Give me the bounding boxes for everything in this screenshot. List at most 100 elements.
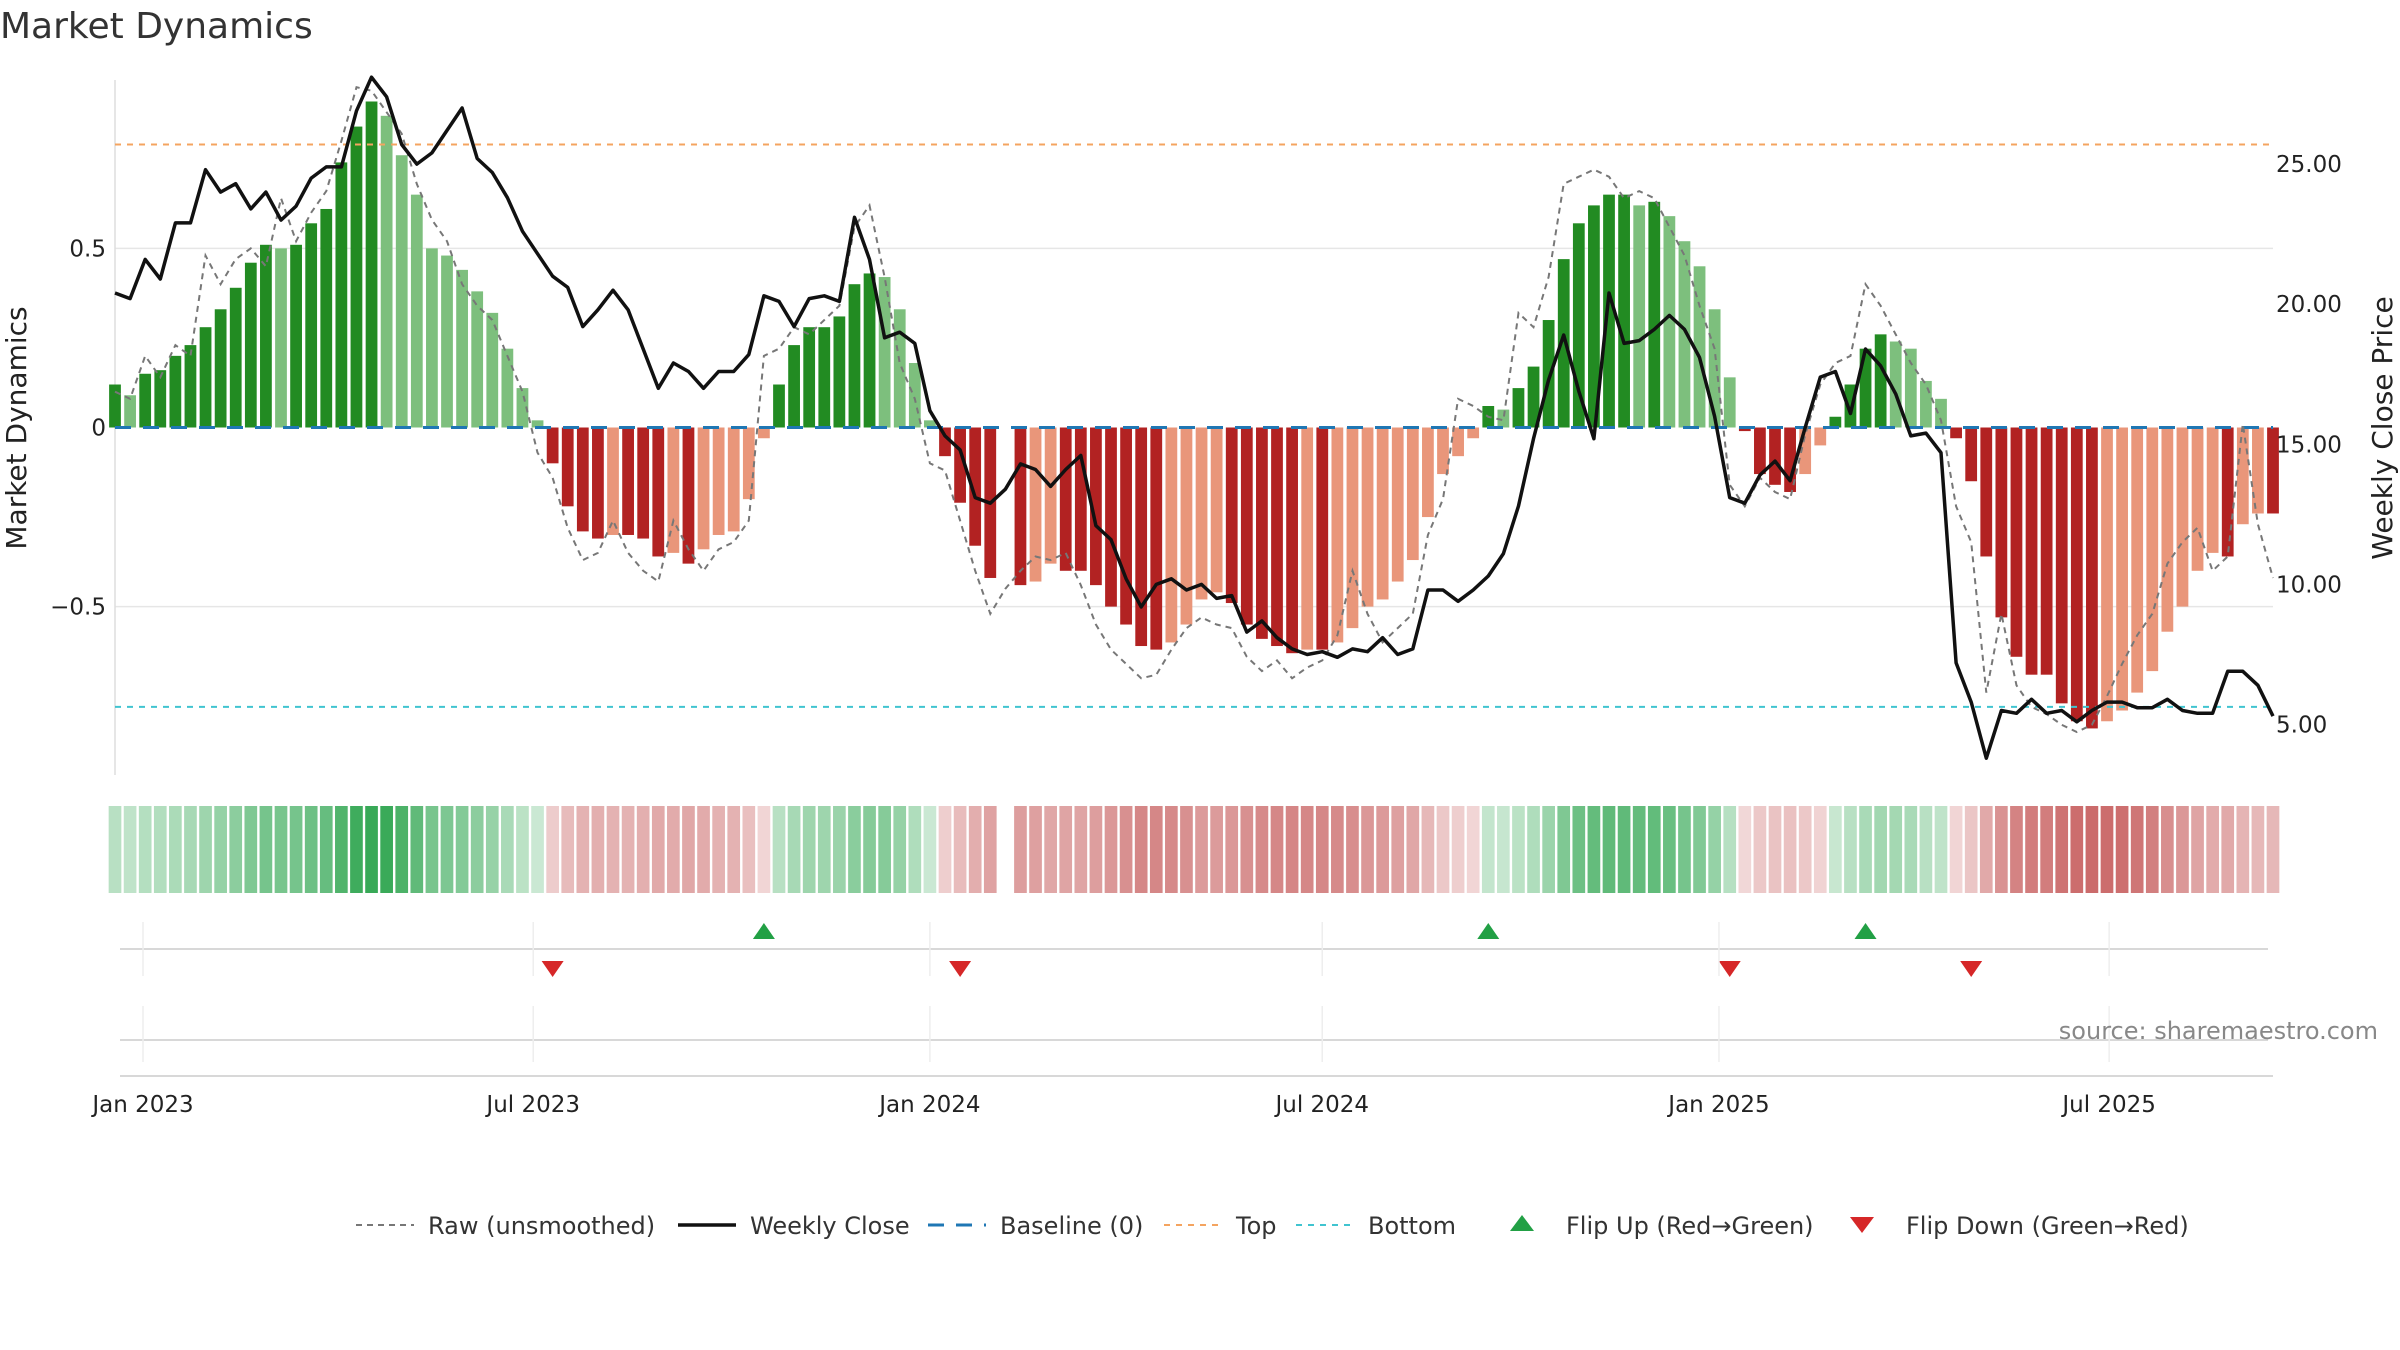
dynamics-bar — [1678, 241, 1691, 428]
regime-cell — [440, 806, 454, 893]
regime-cell — [1753, 806, 1767, 893]
regime-cell — [1134, 806, 1148, 893]
regime-cell — [335, 806, 348, 893]
dynamics-bar — [395, 155, 408, 428]
regime-cell — [546, 806, 559, 893]
dynamics-bar — [878, 277, 891, 428]
dynamics-bar — [410, 194, 423, 428]
dynamics-bar — [516, 388, 529, 428]
regime-cell — [1255, 806, 1269, 893]
dynamics-bar — [2055, 427, 2068, 704]
regime-cell — [214, 806, 227, 893]
regime-cell — [712, 806, 725, 893]
regime-cell — [2161, 806, 2174, 893]
dynamics-bar — [1572, 223, 1585, 428]
regime-cell — [455, 806, 469, 893]
dynamics-bar — [848, 284, 861, 428]
source-note: source: sharemaestro.com — [2059, 1017, 2378, 1045]
right-tick-label: 25.00 — [2276, 152, 2342, 178]
dynamics-bar — [1029, 427, 1042, 582]
regime-cell — [501, 806, 514, 893]
regime-cell — [410, 806, 424, 893]
dynamics-bar — [607, 427, 619, 535]
dynamics-bar — [622, 427, 634, 535]
dynamics-bar — [1497, 409, 1510, 428]
dynamics-bar — [1135, 427, 1148, 647]
regime-cell — [1934, 806, 1948, 893]
dynamics-bar — [169, 355, 182, 428]
regime-cell — [1436, 806, 1450, 893]
regime-cell — [983, 806, 997, 893]
left-tick-label: −0.5 — [50, 595, 106, 621]
regime-cell — [1481, 806, 1495, 893]
dynamics-bar — [954, 427, 966, 503]
dynamics-bar — [652, 427, 665, 557]
regime-cell — [2221, 806, 2235, 893]
regime-cell — [1542, 806, 1555, 893]
regime-cell — [2085, 806, 2099, 893]
regime-cell — [1044, 806, 1057, 893]
legend-label: Flip Down (Green→Red) — [1906, 1212, 2189, 1240]
dynamics-bar — [2161, 427, 2174, 632]
regime-cell — [1346, 806, 1359, 893]
dynamics-bar — [1271, 427, 1283, 647]
dynamics-bar — [184, 345, 197, 428]
dynamics-bar — [1452, 427, 1464, 457]
regime-cell — [1119, 806, 1133, 893]
left-axis-label: Market Dynamics — [0, 306, 33, 549]
regime-cell — [2055, 806, 2069, 893]
regime-cell — [863, 806, 876, 893]
dynamics-bar — [426, 248, 438, 428]
regime-cell — [742, 806, 756, 893]
dynamics-bar — [1980, 427, 1993, 557]
dynamics-bar — [667, 427, 680, 553]
dynamics-bar — [908, 363, 921, 428]
regime-cell — [1270, 806, 1284, 893]
dynamics-bar — [350, 126, 363, 428]
regime-cell — [1421, 806, 1435, 893]
regime-cell — [319, 806, 333, 893]
regime-cell — [229, 806, 243, 893]
dynamics-bar — [1437, 427, 1449, 475]
legend-label: Top — [1235, 1212, 1277, 1240]
regime-cell — [1029, 806, 1042, 893]
regime-cell — [591, 806, 605, 893]
dynamics-bar — [1904, 348, 1917, 428]
dynamics-bar — [1286, 427, 1298, 654]
raw-unsmoothed-line — [114, 86, 2274, 734]
regime-cell — [1391, 806, 1405, 893]
legend-item-bottom: Bottom — [1296, 1212, 1456, 1240]
regime-cell — [606, 806, 620, 893]
regime-cell — [138, 806, 152, 893]
left-axis: 0.5 0 −0.5 — [50, 236, 106, 620]
regime-cell — [1497, 806, 1510, 893]
dynamics-bar — [969, 427, 982, 546]
right-tick-label: 10.00 — [2276, 572, 2342, 598]
flip-down-marker — [1718, 961, 1741, 977]
regime-cell — [787, 806, 801, 893]
dynamics-bar — [2176, 427, 2189, 607]
dynamics-bars — [109, 101, 2279, 729]
regime-cell — [304, 806, 318, 893]
regime-cell — [636, 806, 650, 893]
dynamics-bar — [1618, 194, 1630, 428]
regime-cell — [1813, 806, 1827, 893]
dynamics-bar — [1738, 427, 1751, 432]
dynamics-bar — [1391, 427, 1404, 582]
regime-cell — [1829, 806, 1842, 893]
dynamics-bar — [803, 327, 816, 428]
regime-cell — [1195, 806, 1208, 893]
dynamics-bar — [456, 269, 468, 428]
dynamics-bar — [501, 348, 514, 428]
regime-cell — [1587, 806, 1601, 893]
dynamics-bar — [1150, 427, 1163, 650]
right-axis-label: Weekly Close Price — [2366, 296, 2399, 559]
legend: Raw (unsmoothed) Weekly Close Baseline (0)… — [356, 1212, 2189, 1240]
dynamics-bar — [244, 262, 257, 428]
regime-cell — [1738, 806, 1752, 893]
regime-cell — [123, 806, 137, 893]
regime-cell — [878, 806, 891, 893]
regime-cell — [1919, 806, 1933, 893]
regime-cell — [651, 806, 665, 893]
dynamics-bar — [2040, 427, 2053, 675]
